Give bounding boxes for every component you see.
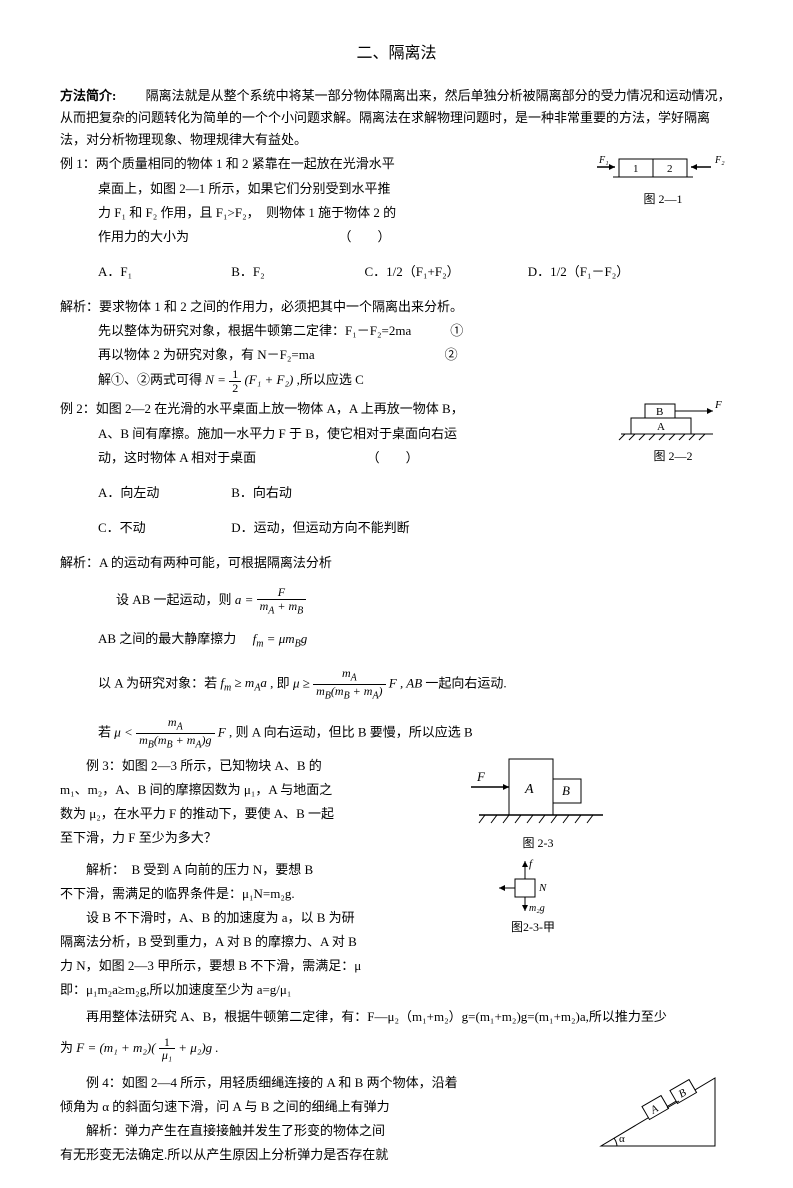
ex2-eq1: 设 AB 一起运动，则 a = FmA + mB xyxy=(60,586,733,616)
ex3-l4: 至下滑，力 F 至少为多大？ xyxy=(60,827,733,849)
ex2-optD: D．运动，但运动方向不能判断 xyxy=(231,517,409,539)
ex3-l3: 数为 μ₂，在水平力 F 的推动下，要使 A、B 一起 xyxy=(60,803,733,825)
ex3-ans5: 力 N，如图 2—3 甲所示，要想 B 不下滑，需满足：μ xyxy=(60,955,733,977)
ex2-optA: A．向左动 xyxy=(98,482,228,504)
ex1-ans4: 解①、②两式可得 N = 12 (F₁ + F₂) ,所以应选 C xyxy=(60,368,733,394)
figure-2-1-caption: 图 2—1 xyxy=(593,189,733,209)
figure-2-3-caption: 图 2-3 xyxy=(463,833,613,853)
figure-2-1: F₁ 1 2 F₂ 图 2—1 xyxy=(593,153,733,209)
figure-2-2-caption: 图 2—2 xyxy=(613,446,733,466)
ex1-ans1: 解析：要求物体 1 和 2 之间的作用力，必须把其中一个隔离出来分析。 xyxy=(60,296,733,318)
svg-text:B: B xyxy=(656,406,663,418)
ex1-optC: C．1/2（F₁+F₂） xyxy=(365,261,525,283)
ex3-l1: 例 3：如图 2—3 所示，已知物块 A、B 的 xyxy=(60,755,733,777)
svg-text:N: N xyxy=(538,882,547,894)
svg-text:F₂: F₂ xyxy=(714,155,725,166)
ex3-l2: m₁、m₂，A、B 间的摩擦因数为 μ₁，A 与地面之 xyxy=(60,779,733,801)
page-title: 二、隔离法 xyxy=(60,40,733,67)
ex2-optC: C．不动 xyxy=(98,517,228,539)
intro-label: 方法简介: xyxy=(60,88,116,103)
ex2-eq4: 若 μ < mAmB(mB + mA)g F , 则 A 向右运动，但比 B 要… xyxy=(60,716,733,751)
ex2-ans1: 解析：A 的运动有两种可能，可根据隔离法分析 xyxy=(60,552,733,574)
svg-text:A: A xyxy=(524,782,534,797)
intro-text: 隔离法就是从整个系统中将某一部分物体隔离出来，然后单独分析被隔离部分的受力情况和… xyxy=(60,88,731,147)
svg-text:F₁: F₁ xyxy=(598,155,609,166)
ex3-ans4: 隔离法分析，B 受到重力，A 对 B 的摩擦力、A 对 B xyxy=(60,931,733,953)
figure-2-2: A B F 图 2—2 xyxy=(613,396,733,466)
svg-text:F: F xyxy=(714,399,722,411)
ex1-ans4b: ,所以应选 C xyxy=(297,372,364,387)
svg-text:B: B xyxy=(562,783,570,798)
figure-2-3-a: f N m₂g 图2-3-甲 xyxy=(493,857,573,937)
svg-text:1: 1 xyxy=(633,163,639,175)
ex1-ans4a: 解①、②两式可得 xyxy=(98,372,202,387)
ex2-optB: B．向右动 xyxy=(231,482,361,504)
ex2-eq3: 以 A 为研究对象：若 fm ≥ mAa , 即 μ ≥ mAmB(mB + m… xyxy=(60,667,733,702)
ex1-options: A．F₁ B．F₂ C．1/2（F₁+F₂） D．1/2（F₁－F₂） xyxy=(60,261,733,283)
ex3-ans1: 解析： B 受到 A 向前的压力 N，要想 B xyxy=(60,859,733,881)
ex2-options-ab: A．向左动 B．向右动 xyxy=(60,482,733,504)
ex2-eq2: AB 之间的最大静摩擦力 fm = μmBg xyxy=(60,628,733,653)
figure-2-3a-caption: 图2-3-甲 xyxy=(493,917,573,937)
ex3-ans7: 再用整体法研究 A、B，根据牛顿第二定律，有：F—μ₂（m₁+m₂）g=(m₁+… xyxy=(60,1006,733,1028)
ex1-optB: B．F₂ xyxy=(231,261,361,283)
ex1-ans2: 先以整体为研究对象，根据牛顿第二定律：F₁－F₂=2ma ① xyxy=(60,320,733,342)
svg-text:2: 2 xyxy=(667,163,673,175)
svg-text:α: α xyxy=(619,1133,625,1145)
ex3-ans2: 不下滑，需满足的临界条件是：μ₁N=m₂g. xyxy=(60,883,733,905)
figure-2-3: A B F 图 2-3 xyxy=(463,753,613,853)
svg-text:A: A xyxy=(657,421,665,433)
ex1-ans3: 再以物体 2 为研究对象，有 N－F₂=ma ② xyxy=(60,344,733,366)
ex3-ans6: 即：μ₁m₂a≥m₂g,所以加速度至少为 a=g/μ₁ xyxy=(60,979,733,1001)
svg-text:f: f xyxy=(529,858,534,870)
ex1-optA: A．F₁ xyxy=(98,261,228,283)
svg-text:m₂g: m₂g xyxy=(529,903,545,914)
ex1-optD: D．1/2（F₁－F₂） xyxy=(528,261,688,283)
ex2-options-cd: C．不动 D．运动，但运动方向不能判断 xyxy=(60,517,733,539)
ex3-ans3: 设 B 不下滑时，A、B 的加速度为 a，以 B 为研 xyxy=(60,907,733,929)
figure-2-4: A B α xyxy=(583,1064,733,1159)
svg-text:F: F xyxy=(476,769,486,784)
ex3-ans8: 为 F = (m₁ + m₂)( 1μ₁ + μ₂)g . xyxy=(60,1036,733,1062)
intro: 方法简介: 隔离法就是从整个系统中将某一部分物体隔离出来，然后单独分析被隔离部分… xyxy=(60,85,733,151)
ex1-line4: 作用力的大小为 （ ） xyxy=(60,226,733,248)
